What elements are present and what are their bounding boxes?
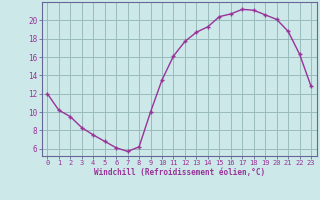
X-axis label: Windchill (Refroidissement éolien,°C): Windchill (Refroidissement éolien,°C) [94,168,265,177]
